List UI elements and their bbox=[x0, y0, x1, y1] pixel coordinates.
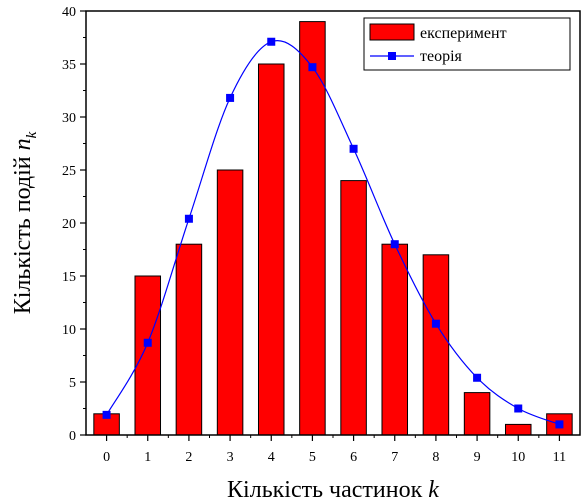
x-tick-label: 11 bbox=[553, 450, 566, 465]
x-axis: 0 1 2 3 4 5 6 7 8 9 10 11 bbox=[103, 435, 566, 465]
data-point bbox=[308, 63, 317, 72]
data-point bbox=[349, 144, 358, 153]
bar bbox=[134, 275, 162, 436]
bar bbox=[299, 21, 326, 436]
y-axis-title-text: Кількість подій bbox=[10, 150, 36, 314]
x-axis-title: Кількість частинок k bbox=[227, 477, 439, 503]
y-tick-label: 20 bbox=[62, 217, 76, 232]
bar-series bbox=[93, 21, 573, 436]
data-point bbox=[390, 240, 399, 249]
y-tick-label: 40 bbox=[62, 5, 76, 20]
data-point bbox=[555, 420, 564, 429]
y-axis: 0 5 10 15 20 25 30 35 40 bbox=[62, 5, 86, 444]
x-tick-label: 9 bbox=[474, 450, 481, 465]
y-tick-label: 30 bbox=[62, 111, 76, 126]
bar bbox=[422, 254, 450, 436]
bar bbox=[463, 392, 491, 436]
x-tick-label: 0 bbox=[103, 450, 110, 465]
bar bbox=[381, 243, 409, 436]
data-point bbox=[514, 404, 523, 413]
x-tick-label: 2 bbox=[185, 450, 192, 465]
bar bbox=[216, 169, 244, 436]
data-point bbox=[102, 410, 111, 419]
y-tick-label: 25 bbox=[62, 164, 76, 179]
x-tick-label: 1 bbox=[144, 450, 151, 465]
theory-curve bbox=[106, 40, 560, 425]
x-axis-title-var: k bbox=[428, 477, 439, 503]
y-tick-label: 10 bbox=[62, 323, 76, 338]
data-point bbox=[143, 338, 152, 347]
bar bbox=[175, 243, 203, 436]
y-axis-title: Кількість подій nk bbox=[10, 131, 40, 314]
data-point bbox=[473, 373, 482, 382]
y-axis-title-var: n bbox=[10, 138, 36, 150]
x-tick-label: 4 bbox=[268, 450, 275, 465]
data-point bbox=[267, 37, 276, 46]
x-tick-label: 8 bbox=[432, 450, 439, 465]
x-tick-label: 5 bbox=[309, 450, 316, 465]
data-point bbox=[431, 319, 440, 328]
legend-label-experiment: експеримент bbox=[420, 25, 507, 42]
data-point bbox=[226, 93, 235, 102]
legend-bar-swatch bbox=[369, 23, 415, 41]
bar bbox=[504, 423, 532, 436]
legend-marker-swatch bbox=[388, 52, 396, 60]
y-tick-label: 0 bbox=[69, 429, 76, 444]
x-tick-label: 7 bbox=[391, 450, 398, 465]
y-tick-label: 5 bbox=[69, 376, 76, 391]
legend-label-theory: теорія bbox=[420, 48, 463, 65]
y-tick-label: 35 bbox=[62, 58, 76, 73]
data-point bbox=[184, 214, 193, 223]
bar bbox=[257, 63, 285, 436]
x-tick-label: 3 bbox=[227, 450, 234, 465]
x-tick-label: 6 bbox=[350, 450, 357, 465]
x-axis-title-text: Кількість частинок bbox=[227, 477, 428, 503]
x-tick-label: 10 bbox=[511, 450, 525, 465]
theory-markers bbox=[102, 37, 564, 429]
y-axis-title-subscript: k bbox=[24, 131, 40, 138]
legend: експеримент теорія bbox=[363, 17, 571, 71]
y-tick-label: 15 bbox=[62, 270, 76, 285]
bar bbox=[340, 180, 367, 436]
